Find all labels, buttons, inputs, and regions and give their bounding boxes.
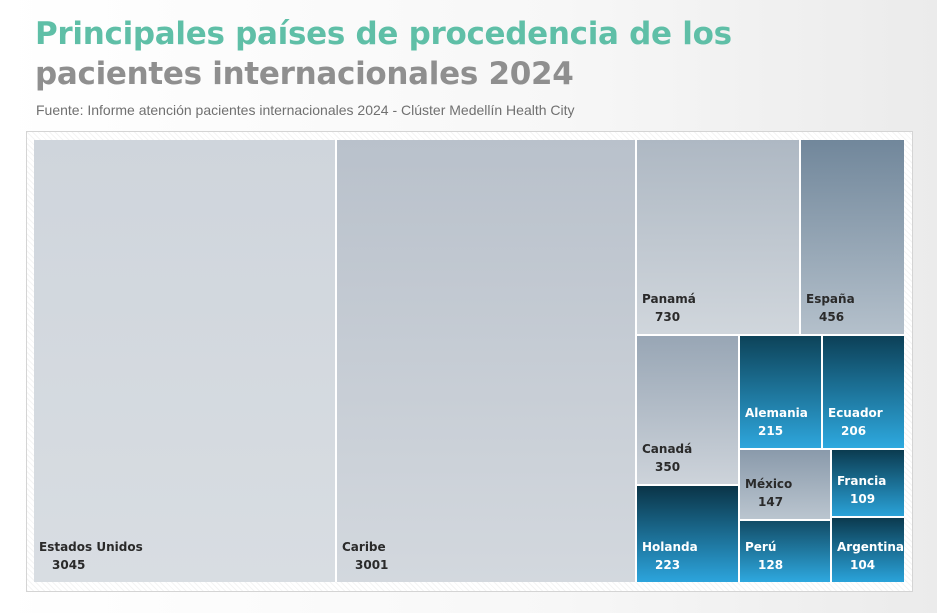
tile-label: Caribe 3001 xyxy=(342,538,388,574)
treemap-tile-argentina: Argentina 104 xyxy=(832,518,904,582)
tile-value: 128 xyxy=(758,558,784,572)
treemap-tile-caribe: Caribe 3001 xyxy=(337,140,637,582)
treemap-tile-canada: Canadá 350 xyxy=(637,336,740,486)
treemap-tile-ecuador: Ecuador 206 xyxy=(823,336,904,450)
tile-name: Panamá xyxy=(642,292,696,306)
treemap-tile-holanda: Holanda 223 xyxy=(637,486,740,582)
tile-label: España 456 xyxy=(806,290,855,326)
tile-name: Estados Unidos xyxy=(39,540,143,554)
tile-value: 215 xyxy=(758,424,784,438)
tile-label: Perú 128 xyxy=(745,538,783,574)
tile-label: Ecuador 206 xyxy=(828,404,883,440)
tile-value: 3001 xyxy=(355,558,389,572)
tile-name: Argentina xyxy=(837,540,904,554)
tile-value: 456 xyxy=(819,310,845,324)
tile-name: Francia xyxy=(837,474,887,488)
tile-name: Caribe xyxy=(342,540,386,554)
tile-name: Perú xyxy=(745,540,777,554)
tile-label: Francia 109 xyxy=(837,472,886,508)
treemap-tile-espana: España 456 xyxy=(801,140,904,336)
title-line-1: Principales países de procedencia de los xyxy=(35,16,732,52)
tile-label: Estados Unidos 3045 xyxy=(39,538,143,574)
tile-name: Holanda xyxy=(642,540,698,554)
title-line-2: pacientes internacionales 2024 xyxy=(35,56,574,92)
treemap-tile-panama: Panamá 730 xyxy=(637,140,801,336)
tile-value: 730 xyxy=(655,310,681,324)
tile-label: Panamá 730 xyxy=(642,290,696,326)
tile-value: 109 xyxy=(850,492,876,506)
tile-label: Canadá 350 xyxy=(642,440,692,476)
tile-label: Argentina 104 xyxy=(837,538,904,574)
tile-value: 3045 xyxy=(52,558,86,572)
tile-name: Canadá xyxy=(642,442,693,456)
treemap-tile-alemania: Alemania 215 xyxy=(740,336,823,450)
tile-name: Alemania xyxy=(745,406,808,420)
treemap-tile-peru: Perú 128 xyxy=(740,521,832,582)
tile-label: Holanda 223 xyxy=(642,538,698,574)
tile-value: 350 xyxy=(655,460,681,474)
tile-value: 104 xyxy=(850,558,876,572)
tile-name: España xyxy=(806,292,855,306)
chart-title: Principales países de procedencia de los… xyxy=(35,14,915,94)
tile-value: 223 xyxy=(655,558,681,572)
tile-label: México 147 xyxy=(745,475,792,511)
tile-value: 206 xyxy=(841,424,867,438)
treemap-tile-francia: Francia 109 xyxy=(832,450,904,518)
treemap: Estados Unidos 3045 Caribe 3001 Panamá 730 Esp… xyxy=(34,140,904,582)
tile-name: Ecuador xyxy=(828,406,883,420)
tile-name: México xyxy=(745,477,793,491)
treemap-tile-mexico: México 147 xyxy=(740,450,832,521)
source-note: Fuente: Informe atención pacientes inter… xyxy=(36,102,575,118)
treemap-tile-estados-unidos: Estados Unidos 3045 xyxy=(34,140,337,582)
tile-value: 147 xyxy=(758,495,784,509)
tile-label: Alemania 215 xyxy=(745,404,808,440)
